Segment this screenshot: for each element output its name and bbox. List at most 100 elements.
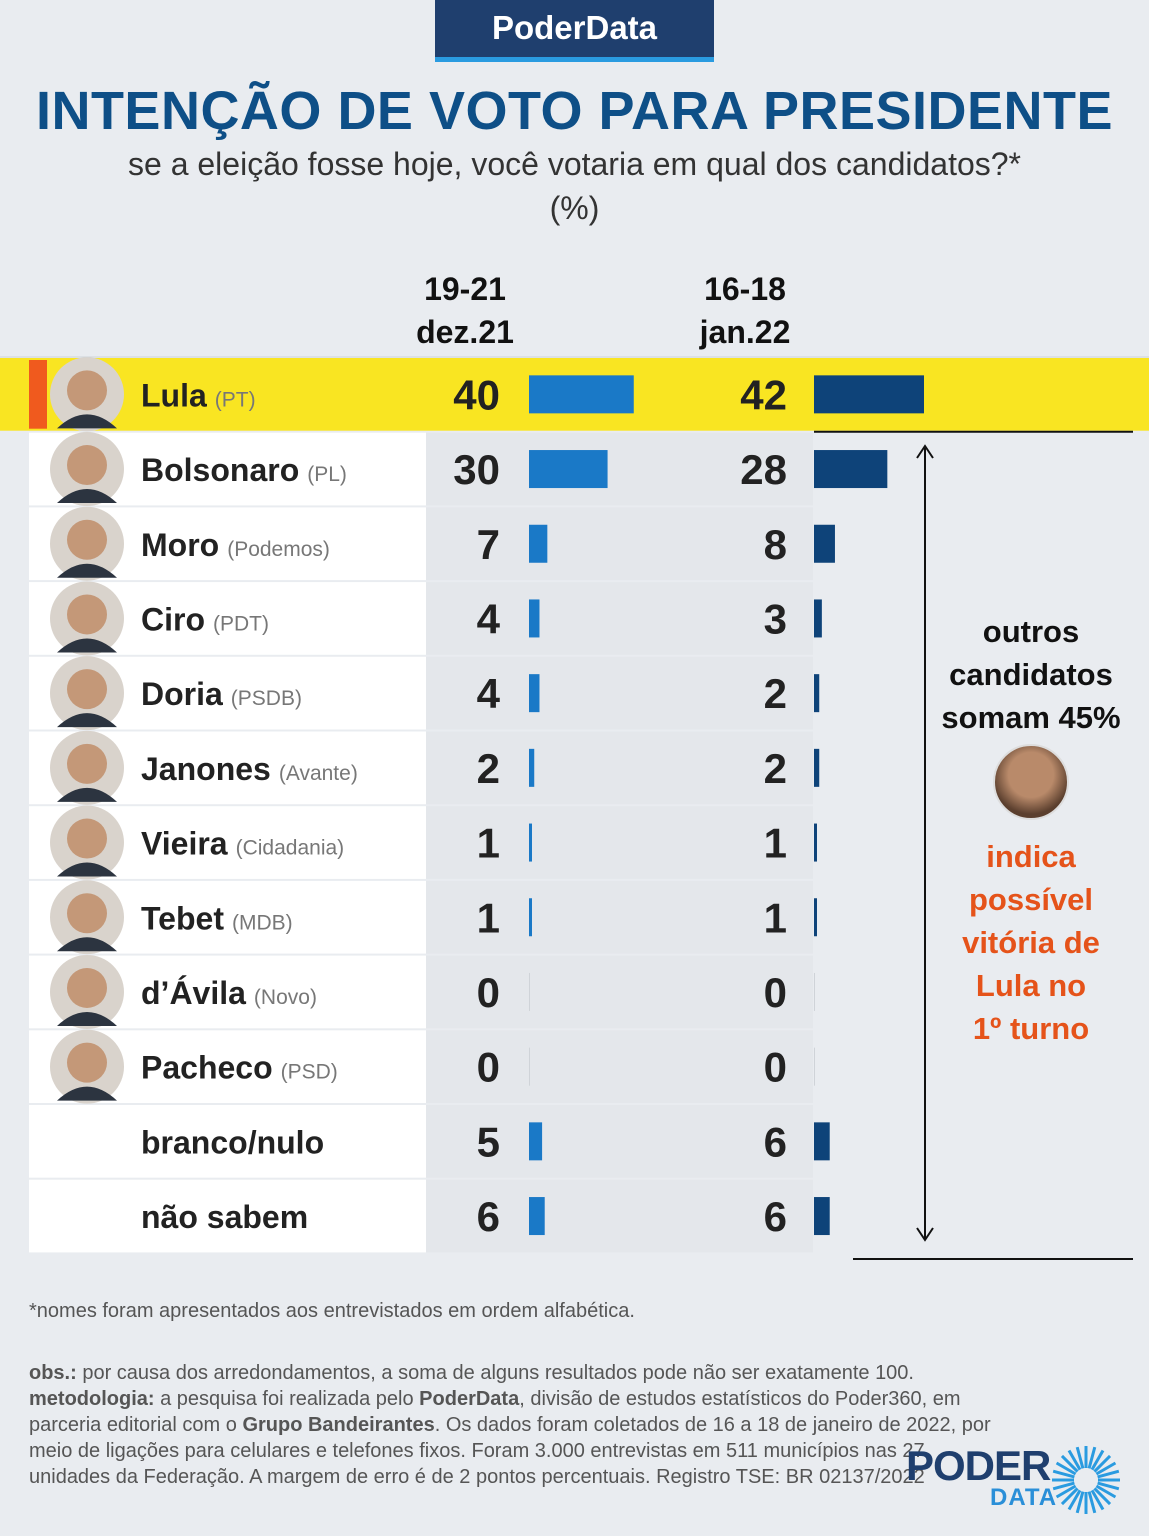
bar-jan22	[814, 450, 888, 489]
sunburst-ray	[1055, 1484, 1077, 1499]
sunburst-ray	[1052, 1481, 1075, 1491]
indicates-line-1: indica	[986, 839, 1076, 874]
methodology-label: metodologia:	[29, 1388, 155, 1410]
row-bg-values	[426, 1179, 813, 1253]
sunburst-ray	[1090, 1449, 1105, 1471]
row-bg-values	[426, 806, 813, 879]
indicates-line-4: Lula no	[975, 968, 1087, 1003]
value-label: 8	[764, 521, 787, 568]
candidate-shoulders-icon	[57, 414, 117, 429]
others-line-3: somam 45%	[941, 700, 1121, 735]
methodology-text-3: . Os dados foram coletados de 16 a 18 de…	[29, 1414, 991, 1488]
methodology-brand: PoderData	[419, 1388, 520, 1410]
bar-jan22	[814, 599, 822, 638]
sunburst-ray	[1060, 1454, 1079, 1473]
candidate-shoulders-icon	[57, 1011, 117, 1026]
sunburst-ray	[1097, 1469, 1120, 1479]
candidate-party: (PT)	[215, 388, 256, 411]
value-label: 4	[477, 595, 501, 642]
value-label: 5	[477, 1118, 500, 1165]
candidate-shoulders-icon	[57, 638, 117, 653]
others-line-1: outros	[982, 614, 1080, 649]
value-label: 0	[477, 969, 500, 1016]
highlight-marker	[29, 360, 47, 429]
candidate-name: Doria (PSDB)	[141, 676, 302, 712]
value-label: 0	[764, 969, 787, 1016]
candidate-face-icon	[67, 669, 107, 710]
value-label: 1	[764, 820, 787, 867]
indicates-line-2: possível	[968, 882, 1094, 917]
value-label: 7	[477, 521, 500, 568]
candidate-party: (Novo)	[254, 986, 317, 1009]
bar-dez21	[529, 450, 608, 489]
bracket-arrow-up	[916, 444, 934, 459]
sunburst-ray	[1090, 1489, 1105, 1511]
unit-label: (%)	[549, 190, 600, 226]
bar-jan22	[814, 823, 817, 862]
period-1-line2: dez.21	[416, 314, 514, 350]
value-label: 2	[764, 745, 787, 792]
indicates-note: indica possível vitória de Lula no 1º tu…	[930, 835, 1132, 1050]
candidate-face-icon	[67, 370, 107, 411]
bar-dez21	[529, 898, 532, 937]
row-bg-label	[29, 1105, 426, 1178]
bar-dez21	[529, 674, 540, 713]
candidate-shoulders-icon	[57, 937, 117, 952]
bar-dez21	[529, 524, 548, 563]
candidate-face-icon	[67, 818, 107, 859]
bar-jan22	[814, 972, 815, 1011]
candidate-name: branco/nulo	[141, 1124, 324, 1160]
value-label: 2	[764, 670, 787, 717]
sunburst-ray	[1067, 1449, 1082, 1471]
candidate-face-icon	[67, 445, 107, 486]
sunburst-ray	[1087, 1491, 1097, 1514]
row-bg-values	[426, 1030, 813, 1103]
others-line-2: candidatos	[949, 657, 1113, 692]
value-label: 30	[453, 446, 500, 493]
candidate-name: não sabem	[141, 1199, 308, 1235]
candidate-face-icon	[67, 743, 107, 784]
bar-dez21	[529, 599, 540, 638]
period-1-line1: 19-21	[424, 271, 506, 307]
candidate-party: (Podemos)	[227, 538, 330, 561]
period-2-line1: 16-18	[704, 271, 786, 307]
bar-jan22	[814, 748, 820, 787]
row-bg-label	[29, 1179, 426, 1253]
row-bg-values	[426, 432, 813, 506]
candidate-party: (PDT)	[213, 612, 269, 635]
poderdata-logo: PODER DATA	[906, 1440, 1126, 1520]
bar-dez21	[529, 375, 634, 414]
bar-jan22	[814, 1122, 830, 1161]
methodology-text-2: , divisão de estudos estatísticos do Pod…	[29, 1388, 961, 1436]
sunburst-ray	[1055, 1461, 1077, 1476]
value-label: 42	[740, 371, 787, 418]
sunburst-icon	[1052, 1446, 1120, 1514]
methodology-text: metodologia: a pesquisa foi realizada pe…	[29, 1386, 1009, 1490]
brand-tab: PoderData	[435, 0, 714, 62]
obs-text: por causa dos arredondamentos, a soma de…	[76, 1362, 914, 1384]
bracket-arrow-down	[916, 1227, 934, 1242]
subtitle: se a eleição fosse hoje, você votaria em…	[128, 146, 1021, 182]
methodology-text-1: a pesquisa foi realizada pelo	[154, 1388, 420, 1410]
row-bg-values	[426, 507, 813, 581]
period-header-2: 16-18 jan.22	[645, 268, 845, 354]
sunburst-ray	[1097, 1481, 1120, 1491]
row-bg-values	[426, 880, 813, 954]
candidate-party: (MDB)	[232, 911, 293, 934]
value-label: 1	[764, 894, 787, 941]
row-bg-values	[426, 582, 813, 655]
others-note: outros candidatos somam 45%	[930, 610, 1132, 739]
period-header-1: 19-21 dez.21	[365, 268, 565, 354]
obs-label: obs.:	[29, 1362, 77, 1384]
candidate-party: (Avante)	[279, 762, 358, 785]
indicates-line-5: 1º turno	[972, 1011, 1090, 1046]
value-label: 6	[764, 1193, 787, 1240]
methodology: obs.: por causa dos arredondamentos, a s…	[29, 1360, 1009, 1490]
row-bg-values	[426, 1105, 813, 1178]
candidate-party: (PL)	[307, 463, 347, 486]
sunburst-ray	[1067, 1489, 1082, 1511]
logo-word: PODER	[906, 1442, 1051, 1489]
row-bg-values	[426, 731, 813, 805]
candidate-party: (PSDB)	[231, 687, 302, 710]
candidate-name: Tebet (MDB)	[141, 900, 293, 936]
